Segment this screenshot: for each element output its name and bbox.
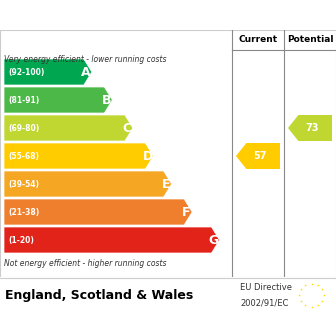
Polygon shape — [4, 171, 172, 197]
Text: (81-91): (81-91) — [8, 95, 39, 105]
Text: A: A — [81, 66, 91, 78]
Text: F: F — [182, 205, 191, 219]
Polygon shape — [4, 227, 219, 253]
Text: (39-54): (39-54) — [8, 180, 39, 188]
Text: D: D — [143, 150, 153, 163]
Text: (69-80): (69-80) — [8, 123, 39, 133]
Text: E: E — [162, 177, 170, 191]
Text: Current: Current — [239, 36, 278, 44]
Text: EU Directive: EU Directive — [240, 283, 292, 291]
Text: 57: 57 — [253, 151, 267, 161]
Polygon shape — [4, 115, 133, 141]
Text: Not energy efficient - higher running costs: Not energy efficient - higher running co… — [4, 260, 167, 268]
Text: (21-38): (21-38) — [8, 208, 39, 216]
Text: England, Scotland & Wales: England, Scotland & Wales — [5, 289, 193, 302]
Polygon shape — [4, 199, 192, 225]
Text: 2002/91/EC: 2002/91/EC — [240, 299, 288, 307]
Polygon shape — [288, 115, 332, 141]
Polygon shape — [236, 143, 280, 169]
Text: C: C — [123, 122, 132, 135]
Text: (92-100): (92-100) — [8, 67, 44, 77]
Text: (1-20): (1-20) — [8, 236, 34, 244]
Text: Potential: Potential — [287, 36, 333, 44]
Text: Energy Efficiency Rating: Energy Efficiency Rating — [10, 8, 201, 22]
Polygon shape — [4, 143, 153, 169]
Polygon shape — [4, 87, 112, 113]
Text: Very energy efficient - lower running costs: Very energy efficient - lower running co… — [4, 55, 167, 64]
Text: 73: 73 — [305, 123, 319, 133]
Text: B: B — [102, 94, 112, 106]
Text: (55-68): (55-68) — [8, 152, 39, 161]
Text: G: G — [209, 233, 219, 247]
Polygon shape — [4, 59, 92, 85]
